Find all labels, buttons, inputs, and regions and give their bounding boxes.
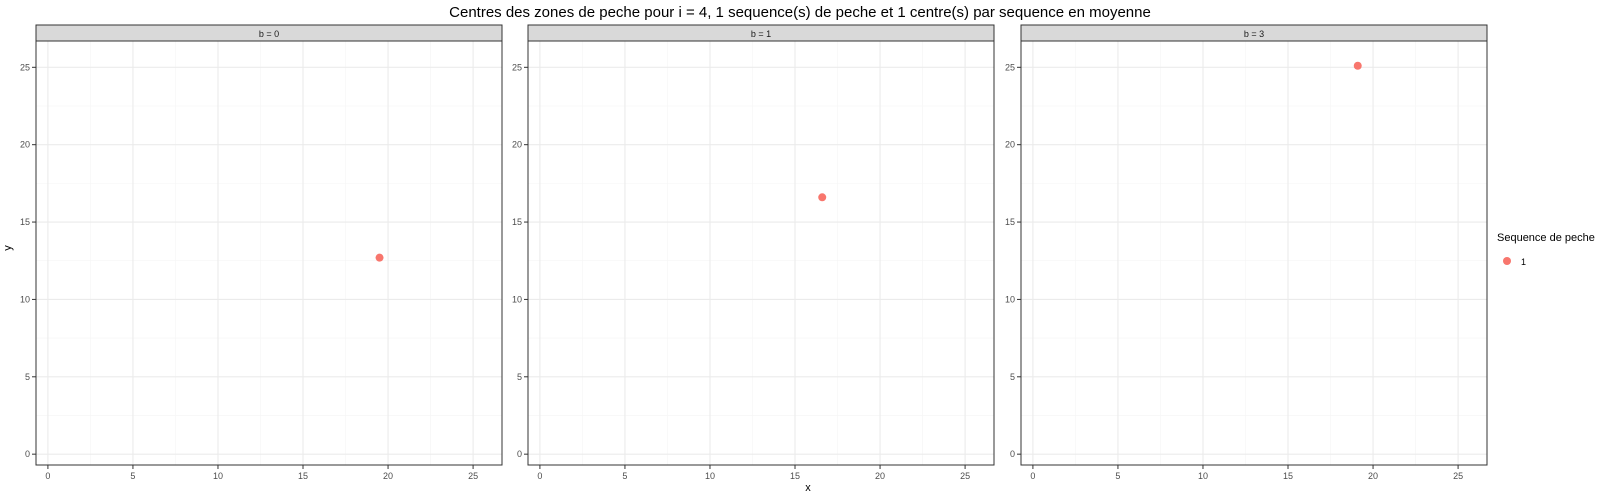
y-tick-label: 10 <box>20 294 30 304</box>
y-tick-label: 0 <box>1010 449 1015 459</box>
x-tick-label: 15 <box>790 471 800 481</box>
y-tick-label: 25 <box>1005 62 1015 72</box>
x-tick-label: 0 <box>45 471 50 481</box>
x-tick-label: 5 <box>130 471 135 481</box>
x-tick-label: 15 <box>1283 471 1293 481</box>
facet-panel: b = 3 0 5 10 15 20 25 0 5 10 15 20 25 <box>1005 24 1488 481</box>
y-tick-label: 0 <box>25 449 30 459</box>
x-tick-label: 25 <box>960 471 970 481</box>
x-tick-label: 10 <box>1198 471 1208 481</box>
facet-panels: b = 0 0 5 10 15 20 25 0 5 10 15 20 25 b = 1 0 5 10 15 20 25… <box>20 24 1488 481</box>
y-tick-label: 5 <box>25 372 30 382</box>
y-tick-label: 20 <box>20 140 30 150</box>
y-tick-label: 25 <box>512 62 522 72</box>
facet-strip-label: b = 1 <box>751 29 771 39</box>
data-point <box>1353 61 1362 70</box>
legend-entries: 1 <box>1503 257 1526 267</box>
x-tick-label: 10 <box>705 471 715 481</box>
chart-title: Centres des zones de peche pour i = 4, 1… <box>449 4 1151 21</box>
y-tick-label: 15 <box>1005 217 1015 227</box>
legend-title: Sequence de peche <box>1497 232 1595 244</box>
x-tick-label: 25 <box>1453 471 1463 481</box>
y-tick-label: 20 <box>1005 140 1015 150</box>
y-tick-label: 5 <box>1010 372 1015 382</box>
x-axis-label: x <box>805 482 811 494</box>
x-tick-label: 5 <box>1115 471 1120 481</box>
y-tick-label: 25 <box>20 62 30 72</box>
x-tick-label: 10 <box>213 471 223 481</box>
facet-panel: b = 0 0 5 10 15 20 25 0 5 10 15 20 25 <box>20 24 503 481</box>
panel-border <box>527 40 995 466</box>
x-tick-label: 25 <box>468 471 478 481</box>
legend-key <box>1503 257 1511 265</box>
facet-panel: b = 1 0 5 10 15 20 25 0 5 10 15 20 25 <box>512 24 995 481</box>
y-tick-label: 15 <box>512 217 522 227</box>
facet-strip-label: b = 0 <box>259 29 279 39</box>
legend: Sequence de peche 1 <box>1497 232 1595 267</box>
y-tick-label: 10 <box>1005 294 1015 304</box>
data-point <box>375 253 384 262</box>
x-tick-label: 0 <box>1030 471 1035 481</box>
x-tick-label: 5 <box>622 471 627 481</box>
y-axis-label: y <box>2 245 14 251</box>
panel-border <box>1020 40 1488 466</box>
panel-border <box>35 40 503 466</box>
x-tick-label: 15 <box>298 471 308 481</box>
x-tick-label: 20 <box>875 471 885 481</box>
y-tick-label: 5 <box>517 372 522 382</box>
y-tick-label: 0 <box>517 449 522 459</box>
facet-strip-label: b = 3 <box>1244 29 1264 39</box>
y-tick-label: 10 <box>512 294 522 304</box>
x-tick-label: 0 <box>537 471 542 481</box>
y-tick-label: 15 <box>20 217 30 227</box>
x-tick-label: 20 <box>383 471 393 481</box>
legend-entry-label: 1 <box>1521 257 1526 267</box>
x-tick-label: 20 <box>1368 471 1378 481</box>
data-point <box>818 193 827 202</box>
y-tick-label: 20 <box>512 140 522 150</box>
